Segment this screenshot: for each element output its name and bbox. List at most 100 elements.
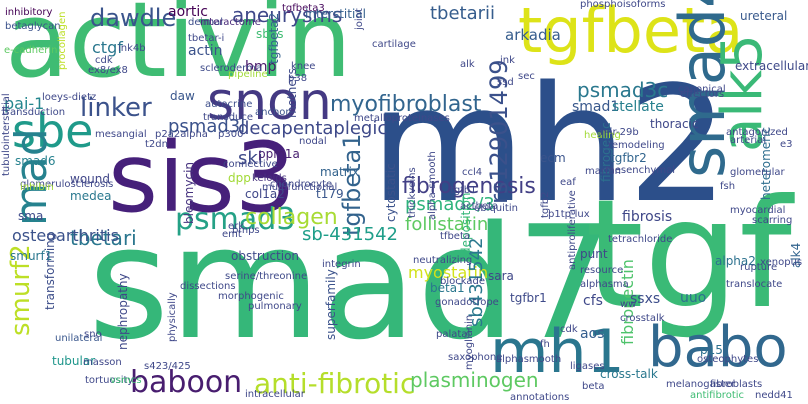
cloud-word: ureteral (740, 9, 788, 23)
cloud-word: t179 (316, 187, 344, 201)
cloud-word: interactome (200, 17, 261, 28)
cloud-word: t2dn (145, 139, 168, 150)
cloud-word: tgfbeta3 (282, 3, 325, 14)
cloud-word: tgfbeta1 (338, 133, 366, 236)
cloud-word: smad7 (88, 192, 616, 374)
cloud-word: stellate (612, 99, 664, 115)
cloud-word: ex8/ex8 (88, 65, 128, 76)
cloud-word: cdk (95, 55, 113, 66)
cloud-word: interstitial (305, 7, 366, 21)
cloud-word: jnk (500, 55, 515, 66)
cloud-word: masson (83, 357, 122, 368)
cloud-word: mh2 (370, 51, 730, 238)
cloud-word: p38 (288, 73, 308, 84)
cloud-word: sis3 (108, 122, 296, 234)
cloud-word: tbetari (70, 226, 137, 250)
cloud-word: tgfbr2 (610, 151, 647, 165)
cloud-word: smad6 (15, 154, 56, 168)
cloud-word: tgfbeta2 (267, 12, 281, 64)
cloud-word: connective (223, 159, 278, 170)
cloud-word: sb-431542 (302, 224, 399, 245)
cloud-word: activin (5, 0, 352, 101)
cloud-word: myofibroblast (330, 92, 482, 117)
cloud-word: tgfbeta (518, 0, 744, 67)
cloud-word: p1tp-lux (548, 209, 590, 220)
cloud-word: transforming (43, 232, 57, 310)
cloud-word: fibroblasts (710, 379, 763, 390)
cloud-word: pipeline (228, 69, 268, 80)
cloud-word: eaf (560, 177, 576, 188)
cloud-word: col1a2 (245, 187, 285, 201)
cloud-word: aortic (168, 4, 208, 20)
cloud-word: cytostatic (384, 163, 398, 222)
cloud-word: morphogenic (218, 291, 284, 302)
cloud-word: transduction (2, 107, 66, 118)
cloud-word: sno (84, 329, 102, 340)
cloud-word: healing (584, 130, 621, 141)
cloud-word: effectors (680, 89, 725, 100)
cloud-word: emt (222, 229, 242, 240)
cloud-word: anti-fibrotic (254, 367, 416, 400)
cloud-word: actin (188, 43, 223, 59)
cloud-word: procollagen (57, 11, 68, 71)
cloud-word: collagen (245, 205, 338, 230)
cloud-word: scleroderma (200, 63, 262, 74)
cloud-word: e-cadherin (4, 45, 58, 56)
cloud-word: nedd41 (755, 390, 793, 401)
cloud-word: cross-talk (600, 367, 658, 381)
cloud-word: phosphoisoforms (580, 0, 666, 10)
cloud-word: pulmonary (248, 301, 302, 312)
cloud-word: ctgf (92, 38, 123, 57)
cloud-word: p15 (700, 343, 723, 357)
cloud-word: ssd (497, 77, 514, 88)
cloud-word: sbes (256, 27, 284, 41)
cloud-word: tubular (52, 354, 96, 368)
cloud-word: p300 (218, 129, 244, 140)
cloud-word: mir-29b (600, 127, 639, 138)
cloud-word: intracellular (245, 389, 305, 400)
cloud-word: p2a2alpha (155, 129, 208, 140)
cloud-word: cfs (583, 293, 603, 309)
cloud-word: fsh (720, 181, 736, 192)
cloud-word: alphasma (580, 279, 629, 290)
cloud-word: physically (167, 292, 178, 342)
cloud-word: integrin (322, 259, 361, 270)
cloud-word: e3 (780, 139, 793, 150)
cloud-word: alphasmooth (496, 354, 562, 365)
cloud-word: tgfb1 (450, 185, 477, 196)
cloud-word: punt (580, 247, 608, 261)
cloud-word: mesangial (95, 129, 147, 140)
cloud-word: dermal (188, 17, 224, 28)
cloud-word: myostatin (408, 263, 489, 282)
cloud-word: fibrosis (622, 209, 673, 225)
cloud-word: tbetar-i (188, 33, 225, 44)
cloud-word: myocardial (730, 205, 786, 216)
cloud-word: psmad3 (175, 202, 296, 237)
cloud-word: chondrocyte (270, 179, 333, 190)
cloud-word: linker (80, 93, 152, 123)
cloud-word: decapentaplegic (238, 118, 388, 139)
cloud-word: tbetarii (430, 3, 496, 24)
cloud-word: beta (582, 381, 605, 392)
cloud-word: melanogaster (666, 379, 736, 390)
cloud-word: s423/425 (144, 361, 191, 372)
cloud-word: inhibitory (5, 7, 53, 18)
cloud-word: smad1 (572, 99, 620, 115)
cloud-word: medea (70, 189, 112, 203)
cloud-word: palatal (436, 329, 471, 340)
cloud-word: betaglycan (5, 21, 61, 32)
cloud-word: uuo (680, 290, 707, 306)
cloud-word: arkadia (505, 26, 561, 44)
cloud-word: resource (580, 265, 624, 276)
cloud-word: sma (18, 209, 44, 223)
cloud-word: follistatin (405, 214, 489, 235)
cloud-word: ppm1a (258, 147, 300, 161)
cloud-word: ubiquitin (474, 203, 518, 214)
cloud-word: psmad2/3 (405, 194, 495, 215)
cloud-word: pai-1 (4, 94, 45, 113)
cloud-word: cdk (560, 324, 578, 335)
cloud-word: dpp (228, 171, 251, 185)
cloud-word: tortuosity (85, 375, 134, 386)
cloud-word: smurf1 (10, 249, 53, 263)
cloud-word: psmad3l (168, 116, 246, 137)
